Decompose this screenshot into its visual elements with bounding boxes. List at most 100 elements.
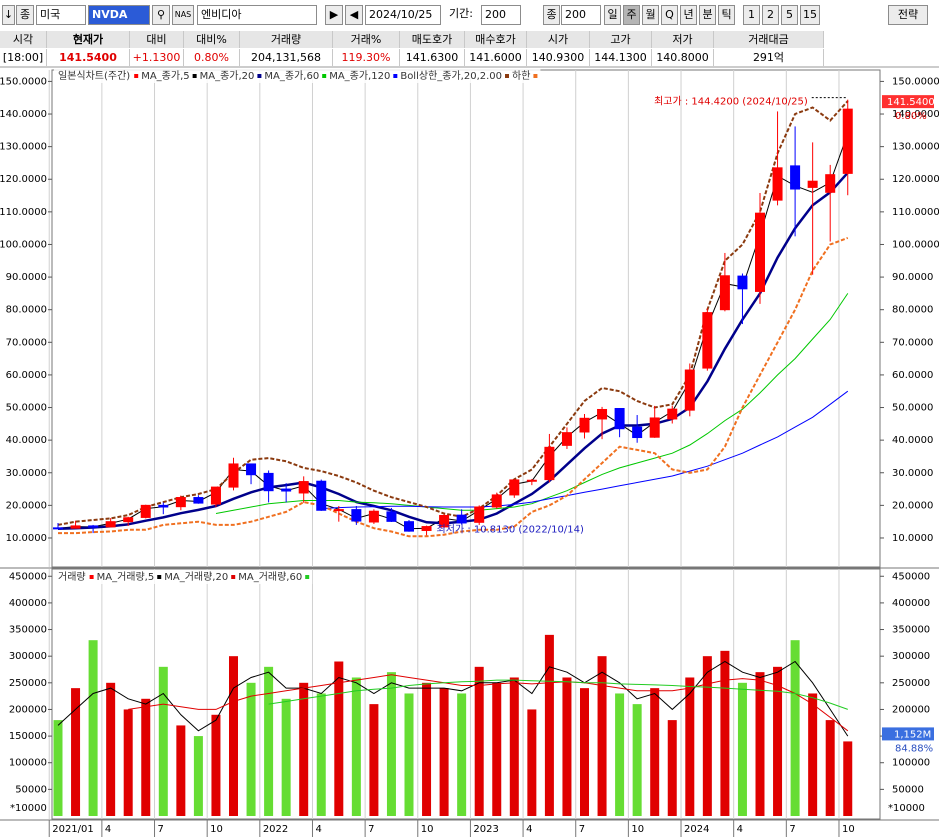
- search-button[interactable]: ⚲: [152, 5, 170, 25]
- candle-body: [456, 514, 467, 524]
- y-tick-label: 20.0000: [892, 500, 933, 511]
- volume-bar: [790, 640, 800, 816]
- interval-button[interactable]: 15: [800, 5, 820, 25]
- interval-button[interactable]: 일: [604, 5, 621, 25]
- prev-button[interactable]: ◀: [345, 5, 363, 25]
- candle-body: [333, 509, 344, 512]
- candle-body: [298, 481, 309, 494]
- legend-swatch: [322, 74, 327, 78]
- interval-button[interactable]: 월: [642, 5, 659, 25]
- legend-swatch: [533, 74, 538, 78]
- volume-bar: [246, 682, 256, 816]
- x-tick-label: 10: [842, 824, 855, 835]
- candle-body: [597, 408, 608, 420]
- period-label: 기간:: [449, 7, 473, 20]
- name-input[interactable]: 엔비디아: [197, 5, 317, 25]
- strategy-button[interactable]: 전략: [888, 5, 928, 25]
- x-tick-label: 4: [737, 824, 743, 835]
- y-tick-label: 90.0000: [892, 272, 933, 283]
- y-tick-label: 30.0000: [892, 468, 933, 479]
- y-tick-label: 450000: [892, 571, 930, 582]
- y-tick-label: 40.0000: [6, 435, 47, 446]
- x-tick-label: 10: [210, 824, 223, 835]
- symbol-input[interactable]: NVDA: [88, 5, 150, 25]
- candle-body: [70, 525, 81, 529]
- quote-value: 140.8000: [652, 49, 714, 66]
- y-tick-label: 400000: [892, 598, 930, 609]
- legend-swatch: [157, 575, 162, 579]
- ma-line: [321, 390, 849, 510]
- next-button[interactable]: ▶: [325, 5, 343, 25]
- volume-bar: [334, 661, 344, 816]
- legend-entry: MA_거래량,60: [238, 571, 302, 583]
- volume-bar: [702, 656, 712, 816]
- candle-body: [404, 521, 414, 532]
- x-tick-label: 2024: [684, 824, 709, 835]
- y-tick-label: 60.0000: [892, 370, 933, 381]
- y-tick-label: 80.0000: [892, 305, 933, 316]
- interval-button[interactable]: 5: [781, 5, 798, 25]
- volume-bar: [158, 666, 168, 816]
- y-tick-label: 140.0000: [0, 109, 47, 120]
- interval-button[interactable]: 분: [699, 5, 716, 25]
- count-input[interactable]: 200: [561, 5, 601, 25]
- interval-button[interactable]: Q: [661, 5, 678, 25]
- x-tick-label: 10: [421, 824, 434, 835]
- quote-value: +1.1300: [130, 49, 184, 66]
- interval-button[interactable]: 주: [623, 5, 640, 25]
- x-tick-label: 4: [526, 824, 532, 835]
- volume-bar: [808, 693, 818, 816]
- kind-button[interactable]: 종: [16, 5, 34, 25]
- quote-header: 저가: [652, 31, 714, 48]
- interval-button[interactable]: 2: [762, 5, 779, 25]
- y-tick-label: 50000: [15, 784, 47, 795]
- interval-button[interactable]: 1: [743, 5, 760, 25]
- y-tick-label: 40.0000: [892, 435, 933, 446]
- y-tick-label: 140.0000: [892, 109, 939, 120]
- y-tick-label: 100000: [892, 758, 930, 769]
- high-annotation: 최고가 : 144.4200 (2024/10/25): [654, 96, 808, 108]
- volume-panel: [51, 568, 881, 820]
- volume-bar: [580, 688, 589, 816]
- candle-body: [509, 479, 520, 496]
- legend-swatch: [257, 74, 262, 78]
- interval-button[interactable]: 년: [680, 5, 697, 25]
- volume-bar: [404, 693, 414, 816]
- y-tick-label: 150.0000: [0, 76, 47, 87]
- kind2-button[interactable]: 종: [543, 5, 560, 25]
- quote-value: 141.6300: [400, 49, 465, 66]
- candle-body: [316, 480, 327, 511]
- volume-bar: [667, 720, 677, 816]
- legend-entry: MA_종가,5: [141, 70, 189, 82]
- candle-body: [368, 510, 379, 523]
- ma-line: [128, 674, 849, 732]
- volume-bar: [527, 709, 537, 816]
- volume-bar: [193, 736, 203, 816]
- candle-body: [561, 432, 572, 446]
- date-input[interactable]: 2024/10/25: [365, 5, 441, 25]
- x-tick-label: 7: [579, 824, 585, 835]
- interval-button[interactable]: 틱: [718, 5, 735, 25]
- market-select[interactable]: 미국: [36, 5, 86, 25]
- period-input[interactable]: 200: [481, 5, 521, 25]
- nasdaq-icon[interactable]: NAS: [172, 5, 194, 25]
- y-tick-label: 50.0000: [6, 403, 47, 414]
- unit-label: *10000: [888, 803, 925, 814]
- candle-body: [105, 521, 116, 528]
- volume-bar: [123, 709, 133, 816]
- quote-header: 거래대금: [714, 31, 824, 48]
- volume-bar: [88, 640, 98, 816]
- volume-bar: [597, 656, 607, 816]
- quote-value: 291억: [714, 49, 824, 66]
- down-button[interactable]: ↓: [2, 5, 15, 25]
- x-tick-label: 2023: [473, 824, 498, 835]
- candle-body: [772, 167, 783, 201]
- x-tick-label: 4: [315, 824, 321, 835]
- candle-body: [123, 517, 134, 523]
- candle-body: [737, 275, 748, 290]
- y-tick-label: 100.0000: [892, 239, 939, 250]
- candle-body: [263, 472, 274, 492]
- quote-header: 매도호가: [400, 31, 465, 48]
